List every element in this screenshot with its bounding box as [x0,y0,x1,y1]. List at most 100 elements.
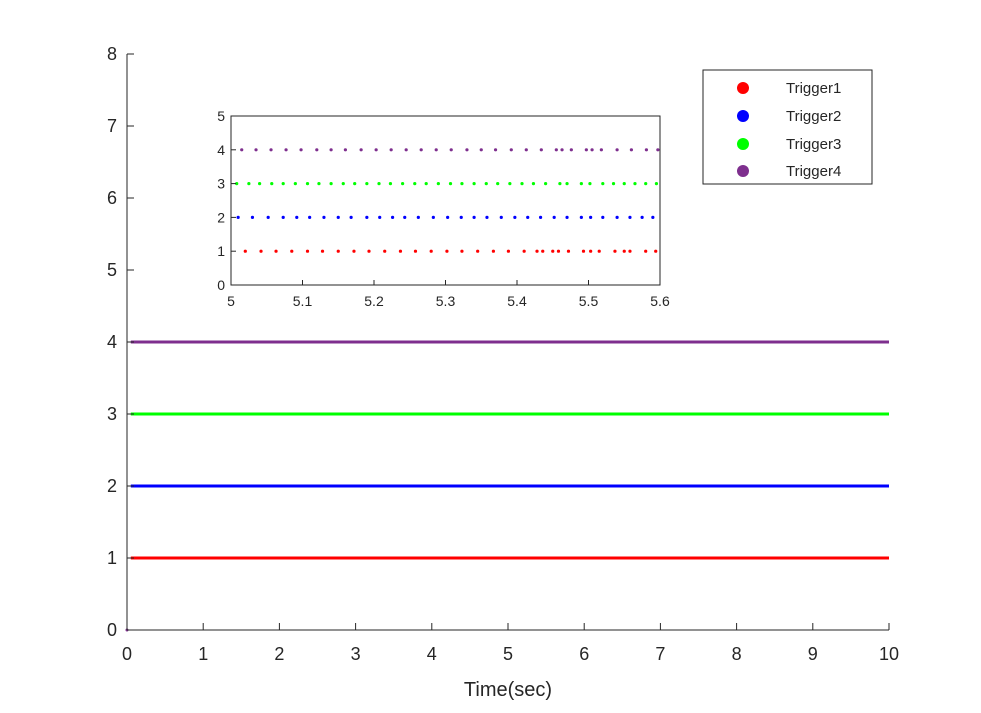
inset-point-trigger3 [654,182,659,186]
legend-marker-trigger1 [737,82,749,94]
inset-point-trigger2 [526,215,530,219]
inset-point-trigger2 [459,215,463,219]
inset-x-tick-label: 5.4 [507,293,527,309]
inset-point-trigger1 [383,249,387,253]
inset-x-tick-label: 5.3 [436,293,456,309]
inset-point-trigger4 [240,148,244,152]
inset-point-trigger3 [329,182,333,186]
x-tick-label: 10 [879,644,899,664]
inset-point-trigger2 [651,215,655,219]
inset-point-trigger1 [506,249,511,253]
inset-point-trigger4 [590,148,594,152]
inset-point-trigger2 [431,215,435,219]
y-tick-label: 1 [107,548,117,568]
x-tick-label: 2 [274,644,284,664]
legend-label-trigger1: Trigger1 [786,80,841,97]
y-tick-label: 7 [107,116,117,136]
inset-point-trigger2 [281,215,285,219]
inset-point-trigger3 [588,182,592,186]
y-tick-label: 0 [107,620,117,640]
inset-tick-layer: 5 5.1 5.2 5.3 5.4 5.5 5.6 0 1 2 3 4 5 [217,108,670,309]
inset-point-trigger4 [539,148,543,152]
inset-point-trigger1 [566,249,571,253]
inset-point-trigger4 [389,148,393,152]
inset-point-trigger4 [449,148,453,152]
inset-point-trigger3 [448,182,453,186]
inset-y-tick-label: 1 [217,243,225,259]
inset-point-trigger3 [633,182,637,186]
y-tick-label: 3 [107,404,117,424]
inset-point-trigger3 [611,182,616,186]
inset-point-trigger1 [460,249,464,253]
y-tick-label: 2 [107,476,117,496]
inset-point-trigger2 [472,215,476,219]
inset-x-tick-label: 5 [227,293,235,309]
inset-point-trigger3 [235,182,239,186]
x-tick-label: 4 [427,644,437,664]
inset-point-trigger2 [640,215,644,219]
inset-point-trigger1 [476,249,480,253]
inset-point-trigger2 [485,215,489,219]
inset-point-trigger1 [654,249,658,253]
inset-point-trigger3 [401,182,405,186]
inset-point-trigger1 [320,249,325,253]
inset-point-trigger1 [429,249,433,253]
inset-point-trigger1 [613,249,617,253]
inset-point-trigger3 [601,182,605,186]
inset-point-trigger2 [308,215,312,219]
inset-point-trigger1 [290,249,294,253]
y-tick-label: 4 [107,332,117,352]
inset-point-trigger3 [558,182,562,186]
inset-point-trigger2 [499,215,503,219]
inset-point-trigger4 [465,148,469,152]
inset-point-trigger3 [520,182,524,186]
inset-point-trigger1 [398,249,403,253]
inset-point-trigger3 [508,182,512,186]
inset-point-trigger4 [343,148,347,152]
inset-point-trigger4 [434,148,438,152]
inset-point-trigger4 [329,148,333,152]
inset-point-trigger2 [349,215,353,219]
inset-point-trigger3 [317,182,321,186]
inset-point-trigger2 [446,215,450,219]
inset-y-tick-label: 3 [217,176,225,192]
inset-point-trigger2 [295,215,299,219]
inset-point-trigger4 [315,148,319,152]
inset-point-trigger2 [378,215,382,219]
inset-point-trigger4 [254,148,258,152]
inset-point-trigger2 [250,215,255,219]
inset-point-trigger4 [269,148,273,152]
inset-x-tick-label: 5.2 [364,293,384,309]
legend-item-trigger4: Trigger4 [737,163,841,180]
inset-point-trigger4 [584,148,588,152]
inset-point-trigger1 [367,249,371,253]
inset-series-layer [235,148,660,253]
inset-point-trigger4 [493,148,498,152]
inset-y-tick-label: 2 [217,209,225,225]
inset-point-trigger4 [644,148,649,152]
x-axis-title: Time(sec) [464,679,552,701]
inset-point-trigger3 [544,182,548,186]
inset-plot: 5 5.1 5.2 5.3 5.4 5.5 5.6 0 1 2 3 4 5 [217,108,670,309]
inset-point-trigger1 [589,249,593,253]
inset-point-trigger4 [404,148,408,152]
x-tick-label: 3 [351,644,361,664]
inset-point-trigger4 [479,148,483,152]
inset-point-trigger4 [656,148,660,152]
inset-point-trigger3 [247,182,251,186]
inset-point-trigger4 [374,148,378,152]
legend-item-trigger1: Trigger1 [737,80,841,97]
inset-point-trigger2 [322,215,326,219]
legend-box [702,69,873,185]
inset-point-trigger3 [365,182,369,186]
inset-point-trigger3 [388,182,393,186]
inset-point-trigger4 [554,148,558,152]
inset-point-trigger2 [416,215,420,219]
inset-point-trigger3 [622,182,626,186]
y-tick-label: 8 [107,44,117,64]
inset-point-trigger2 [390,215,395,219]
inset-y-tick-label: 5 [217,108,225,124]
inset-x-tick-label: 5.6 [650,293,670,309]
inset-point-trigger1 [413,249,418,253]
